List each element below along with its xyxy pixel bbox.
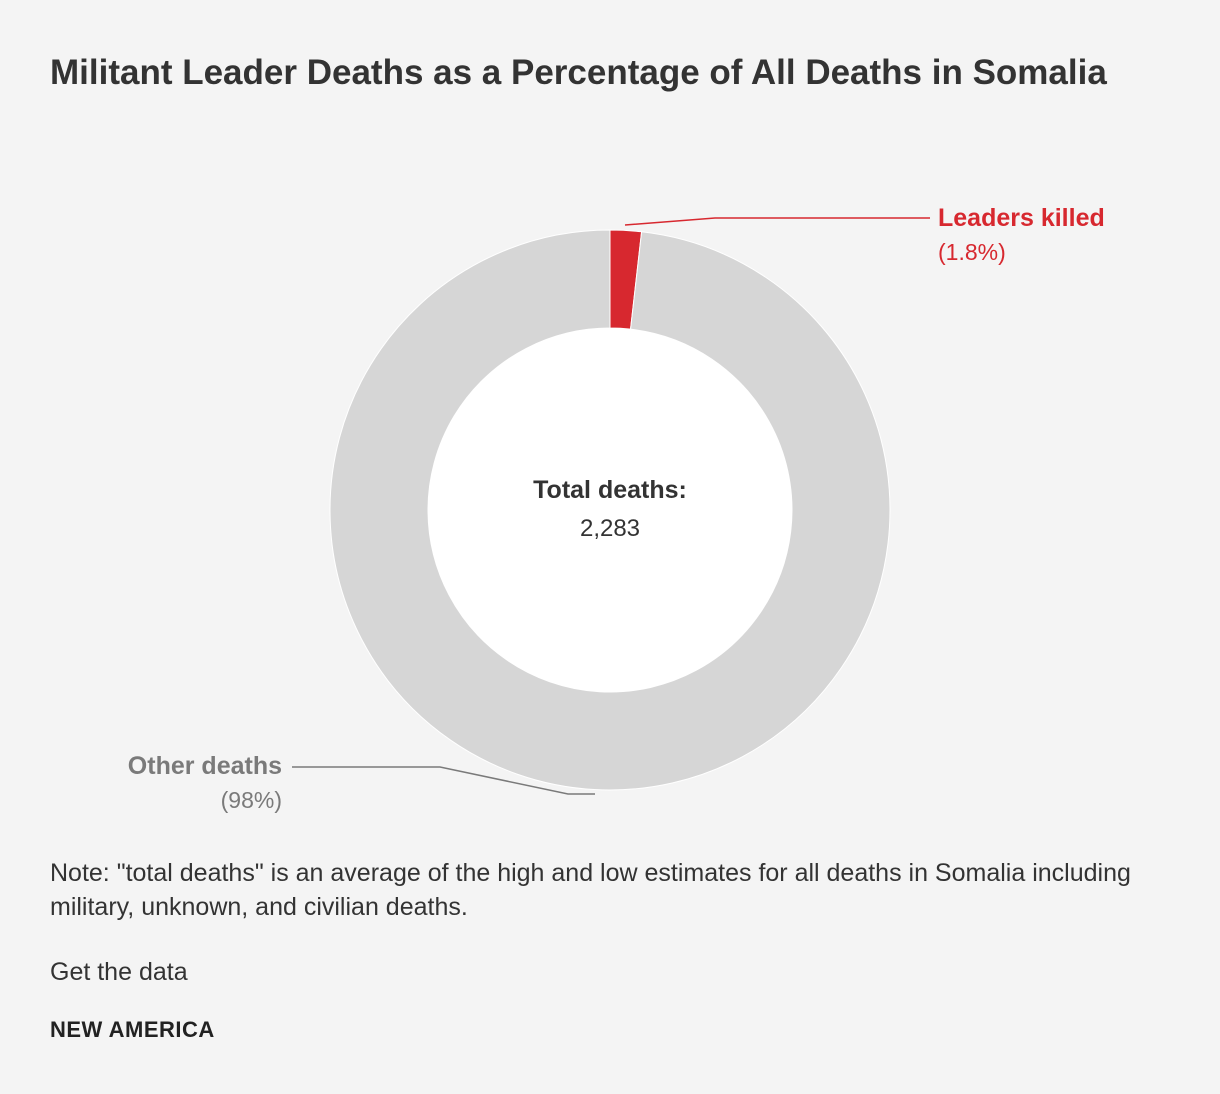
center-label: Total deaths:: [533, 476, 687, 504]
chart-title: Militant Leader Deaths as a Percentage o…: [50, 53, 1107, 92]
other-callout-percent: (98%): [221, 787, 282, 813]
leaders-callout-name: Leaders killed: [938, 204, 1105, 232]
get-data-link[interactable]: Get the data: [50, 958, 188, 986]
brand-logo-text: NEW AMERICA: [50, 1017, 215, 1042]
center-value: 2,283: [580, 515, 640, 542]
leaders-callout-line: [624, 217, 930, 226]
leaders-callout-percent: (1.8%): [938, 239, 1006, 265]
other-callout-name: Other deaths: [128, 752, 282, 780]
callouts: Leaders killed (1.8%) Other deaths (98%): [128, 204, 1105, 813]
donut-hole: [428, 328, 792, 692]
donut-slices: [329, 229, 891, 791]
other-callout-line: [292, 766, 595, 795]
chart-note: Note: "total deaths" is an average of th…: [50, 859, 1131, 921]
